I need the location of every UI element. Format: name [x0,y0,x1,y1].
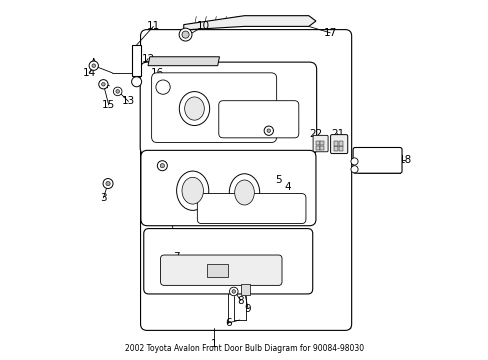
Bar [241,284,249,295]
Bar [333,147,337,151]
Bar [315,141,319,145]
Ellipse shape [182,177,203,204]
Text: 19: 19 [360,156,374,165]
Circle shape [231,290,235,293]
Text: 20: 20 [359,165,372,175]
Text: 7: 7 [173,252,180,262]
Circle shape [116,90,119,93]
FancyBboxPatch shape [218,101,298,138]
Text: 16: 16 [150,68,163,78]
Ellipse shape [179,91,209,126]
Text: 12: 12 [141,54,154,64]
Circle shape [264,126,273,135]
Text: 4: 4 [284,182,290,192]
Text: 8: 8 [237,296,244,306]
Text: 22: 22 [309,129,322,139]
Circle shape [113,87,122,96]
Text: 9: 9 [244,303,251,314]
FancyBboxPatch shape [330,135,347,154]
Polygon shape [183,16,315,30]
Circle shape [99,80,108,89]
Bar [338,141,343,146]
FancyBboxPatch shape [140,30,351,330]
Ellipse shape [229,174,259,211]
Text: 14: 14 [82,68,96,78]
Text: 17: 17 [323,28,336,38]
FancyBboxPatch shape [143,229,312,294]
Bar [320,141,324,145]
FancyBboxPatch shape [141,150,315,226]
FancyBboxPatch shape [312,135,327,152]
Text: 18: 18 [398,156,411,165]
Circle shape [160,163,164,168]
Text: 13: 13 [122,96,135,107]
Bar [315,146,319,150]
Circle shape [350,158,357,165]
Bar [338,147,343,151]
Bar [320,146,324,150]
Text: 15: 15 [102,100,115,110]
Bar [142,32,349,328]
Circle shape [106,181,110,186]
Circle shape [350,166,357,173]
Circle shape [156,80,170,94]
Bar [206,264,228,277]
FancyBboxPatch shape [197,194,305,224]
Circle shape [179,28,192,41]
FancyBboxPatch shape [151,73,276,143]
Text: 2002 Toyota Avalon Front Door Bulb Diagram for 90084-98030: 2002 Toyota Avalon Front Door Bulb Diagr… [124,344,364,353]
Circle shape [103,179,113,189]
FancyBboxPatch shape [140,62,316,155]
Circle shape [182,31,189,38]
FancyBboxPatch shape [352,148,401,173]
Ellipse shape [234,180,254,205]
Text: 6: 6 [224,318,231,328]
Bar [333,141,337,146]
Bar [132,45,141,76]
Ellipse shape [184,97,204,120]
Circle shape [89,61,98,70]
Text: 3: 3 [100,193,106,203]
Text: 21: 21 [330,129,343,139]
Text: 5: 5 [275,175,281,185]
Text: 11: 11 [146,21,160,31]
FancyBboxPatch shape [160,255,282,285]
Text: 2: 2 [253,134,260,144]
Text: 10: 10 [197,21,209,31]
Circle shape [131,77,142,87]
Ellipse shape [176,171,208,210]
Circle shape [229,287,238,296]
Circle shape [102,82,105,86]
Circle shape [157,161,167,171]
Circle shape [92,64,95,67]
Polygon shape [148,57,219,66]
Circle shape [266,129,270,132]
Text: 1: 1 [210,339,217,349]
